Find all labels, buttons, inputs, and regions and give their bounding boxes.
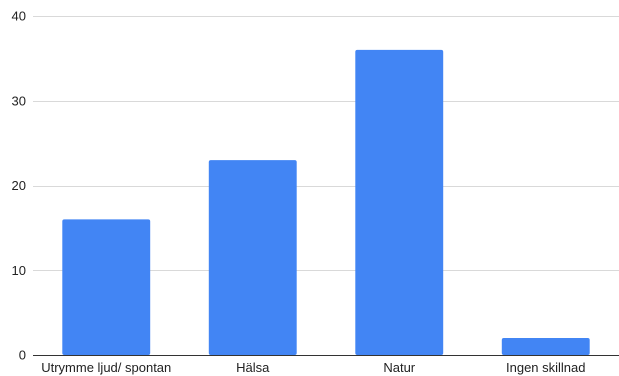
x-category-label: Hälsa [236,360,270,375]
gridlines [33,16,619,271]
y-tick-label: 10 [12,263,26,278]
x-category-label: Natur [383,360,415,375]
y-tick-label: 30 [12,93,26,108]
y-tick-label: 40 [12,9,26,24]
category-labels: Utrymme ljud/ spontan Hälsa Natur Ingen ski… [41,360,585,375]
x-category-label: Utrymme ljud/ spontan [41,360,171,375]
bar [62,219,151,355]
bar [355,49,444,356]
bar [501,338,590,355]
y-tick-label: 20 [12,178,26,193]
y-tick-labels: 0 10 20 30 40 [12,9,26,363]
bar [208,160,297,355]
x-category-label: Ingen skillnad [506,360,586,375]
y-tick-label: 0 [19,348,26,363]
bars [62,49,590,356]
